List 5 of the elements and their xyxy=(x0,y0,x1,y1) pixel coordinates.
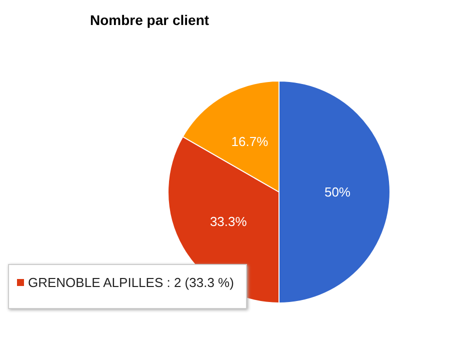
data-label: 33.3% xyxy=(210,214,248,229)
data-label: 50% xyxy=(324,184,351,200)
chart-title: Nombre par client xyxy=(90,12,210,28)
text: GRENOBLE ALPILLES : 2 (33.3 %) xyxy=(28,275,234,290)
data-label: 16.7% xyxy=(231,134,269,149)
